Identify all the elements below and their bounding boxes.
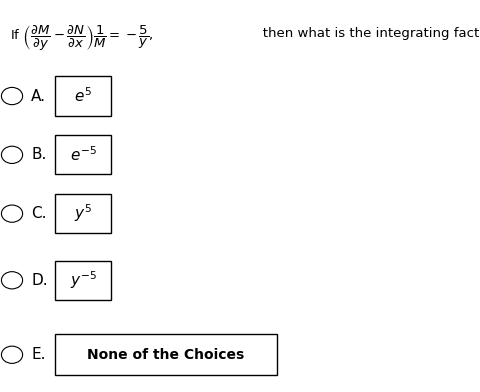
Text: $y^{-5}$: $y^{-5}$ xyxy=(70,269,96,291)
FancyBboxPatch shape xyxy=(55,194,110,233)
Text: E.: E. xyxy=(31,347,46,362)
Text: then what is the integrating factor?: then what is the integrating factor? xyxy=(250,27,480,40)
Text: $e^{-5}$: $e^{-5}$ xyxy=(70,145,96,164)
Text: B.: B. xyxy=(31,147,47,162)
FancyBboxPatch shape xyxy=(55,76,110,116)
Text: $e^{5}$: $e^{5}$ xyxy=(74,87,92,105)
Text: None of the Choices: None of the Choices xyxy=(87,348,244,362)
FancyBboxPatch shape xyxy=(55,261,110,300)
Text: C.: C. xyxy=(31,206,47,221)
Text: If $\left(\dfrac{\partial M}{\partial y}-\dfrac{\partial N}{\partial x}\right)\d: If $\left(\dfrac{\partial M}{\partial y}… xyxy=(10,24,153,53)
Text: D.: D. xyxy=(31,273,48,288)
FancyBboxPatch shape xyxy=(55,135,110,174)
Text: A.: A. xyxy=(31,89,46,103)
FancyBboxPatch shape xyxy=(55,334,276,376)
Text: $y^{5}$: $y^{5}$ xyxy=(74,203,92,225)
